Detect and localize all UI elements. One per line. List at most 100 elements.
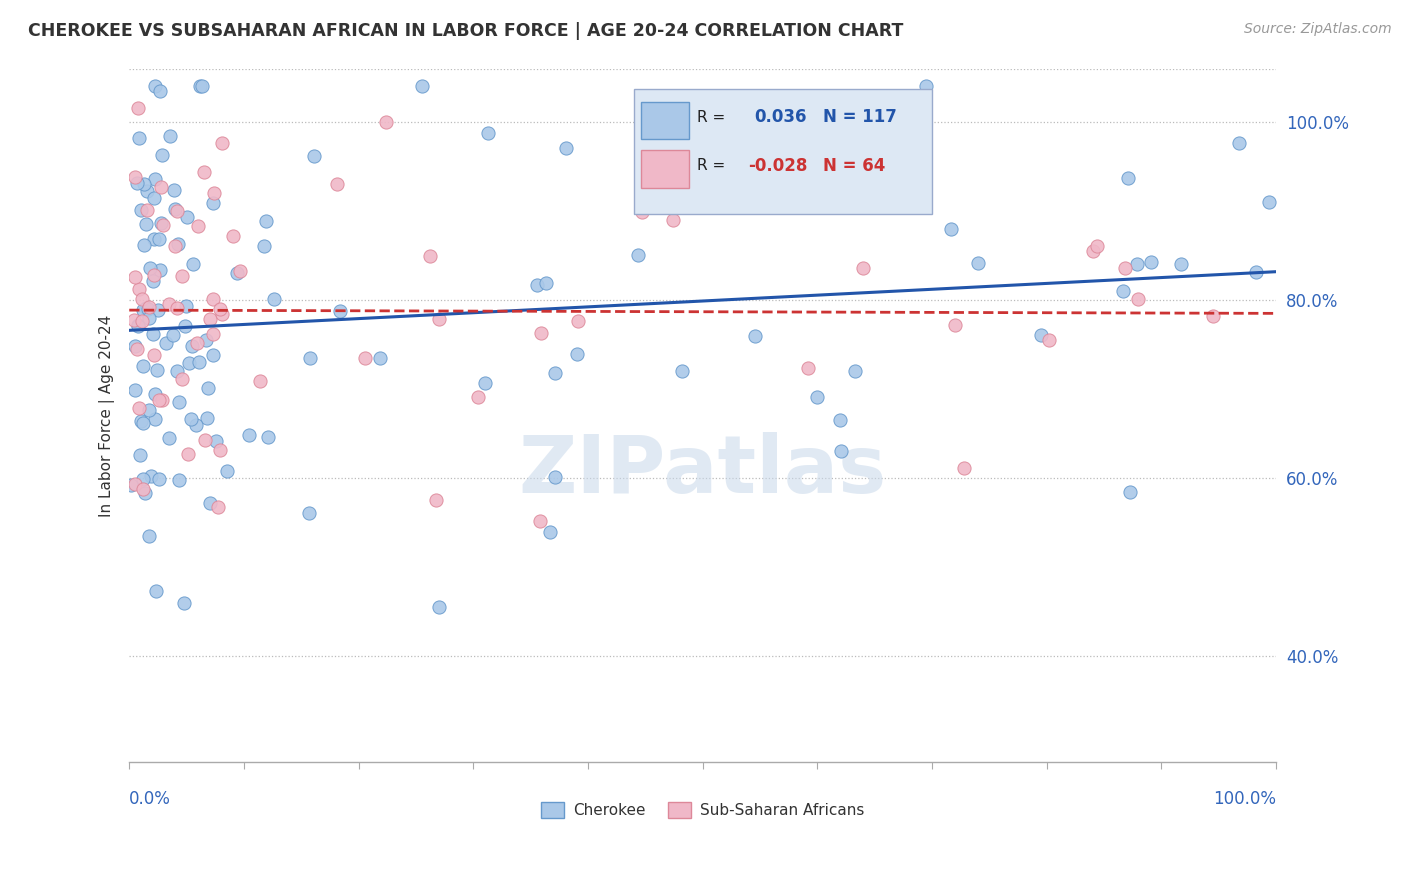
- Point: [534, 277, 557, 291]
- Point: [1081, 244, 1104, 259]
- Point: [744, 329, 766, 343]
- Point: [627, 248, 650, 262]
- Point: [544, 470, 567, 484]
- Point: [166, 364, 188, 378]
- Point: [157, 431, 180, 445]
- Point: [145, 363, 167, 377]
- Point: [142, 191, 165, 205]
- Point: [173, 596, 195, 610]
- Point: [145, 583, 167, 598]
- Point: [150, 180, 173, 194]
- Point: [143, 386, 166, 401]
- Point: [181, 339, 204, 353]
- Point: [832, 143, 855, 157]
- Point: [526, 277, 548, 292]
- Point: [302, 149, 325, 163]
- Point: [143, 348, 166, 362]
- Point: [530, 326, 553, 340]
- Point: [207, 500, 229, 515]
- Point: [200, 495, 222, 509]
- Point: [150, 393, 173, 408]
- Text: R =: R =: [697, 158, 730, 173]
- Point: [177, 447, 200, 461]
- Point: [1128, 292, 1150, 306]
- Point: [163, 202, 186, 216]
- Point: [201, 292, 224, 306]
- Point: [163, 183, 186, 197]
- Point: [202, 186, 225, 200]
- Point: [152, 218, 174, 232]
- Point: [200, 312, 222, 326]
- Point: [149, 84, 172, 98]
- Point: [202, 327, 225, 342]
- Point: [565, 347, 588, 361]
- Point: [201, 348, 224, 362]
- Point: [529, 514, 551, 528]
- Point: [714, 194, 737, 209]
- Point: [136, 301, 159, 316]
- Point: [124, 270, 146, 285]
- Point: [124, 383, 146, 397]
- Point: [945, 318, 967, 333]
- Point: [155, 335, 177, 350]
- Point: [195, 333, 218, 347]
- Point: [941, 221, 963, 235]
- Point: [142, 274, 165, 288]
- Point: [148, 232, 170, 246]
- Point: [159, 129, 181, 144]
- Point: [427, 599, 450, 614]
- Point: [662, 212, 685, 227]
- Point: [844, 364, 866, 378]
- Point: [128, 283, 150, 297]
- Point: [131, 202, 153, 217]
- Legend: Cherokee, Sub-Saharan Africans: Cherokee, Sub-Saharan Africans: [534, 796, 870, 824]
- Point: [174, 318, 197, 333]
- Point: [193, 165, 215, 179]
- Point: [143, 268, 166, 283]
- Point: [176, 211, 198, 225]
- Point: [124, 476, 146, 491]
- Text: 100.0%: 100.0%: [1213, 790, 1277, 808]
- Point: [132, 416, 155, 430]
- Y-axis label: In Labor Force | Age 20-24: In Labor Force | Age 20-24: [100, 314, 115, 516]
- Text: 0.036: 0.036: [754, 108, 807, 126]
- Point: [1038, 333, 1060, 347]
- Point: [131, 482, 153, 496]
- Point: [124, 339, 146, 353]
- Point: [138, 529, 160, 543]
- Point: [263, 292, 285, 306]
- Point: [194, 434, 217, 448]
- Text: Source: ZipAtlas.com: Source: ZipAtlas.com: [1244, 22, 1392, 37]
- Point: [150, 148, 173, 162]
- Point: [128, 131, 150, 145]
- Point: [131, 314, 153, 328]
- Point: [425, 492, 447, 507]
- Point: [143, 171, 166, 186]
- Point: [211, 307, 233, 321]
- Point: [134, 486, 156, 500]
- Point: [298, 506, 321, 520]
- Point: [411, 79, 433, 94]
- Point: [181, 257, 204, 271]
- Point: [124, 170, 146, 185]
- Point: [186, 336, 208, 351]
- Point: [368, 351, 391, 366]
- Point: [143, 79, 166, 94]
- Text: CHEROKEE VS SUBSAHARAN AFRICAN IN LABOR FORCE | AGE 20-24 CORRELATION CHART: CHEROKEE VS SUBSAHARAN AFRICAN IN LABOR …: [28, 22, 904, 40]
- Point: [299, 351, 322, 365]
- Point: [427, 311, 450, 326]
- Point: [1140, 254, 1163, 268]
- Point: [180, 411, 202, 425]
- FancyBboxPatch shape: [641, 151, 689, 188]
- Point: [167, 473, 190, 487]
- Point: [143, 232, 166, 246]
- Point: [852, 261, 875, 276]
- Point: [326, 178, 349, 192]
- Point: [967, 255, 990, 269]
- Point: [1116, 170, 1139, 185]
- Point: [129, 448, 152, 462]
- Point: [127, 318, 149, 333]
- Point: [474, 376, 496, 390]
- Point: [1201, 309, 1223, 323]
- Point: [205, 434, 228, 448]
